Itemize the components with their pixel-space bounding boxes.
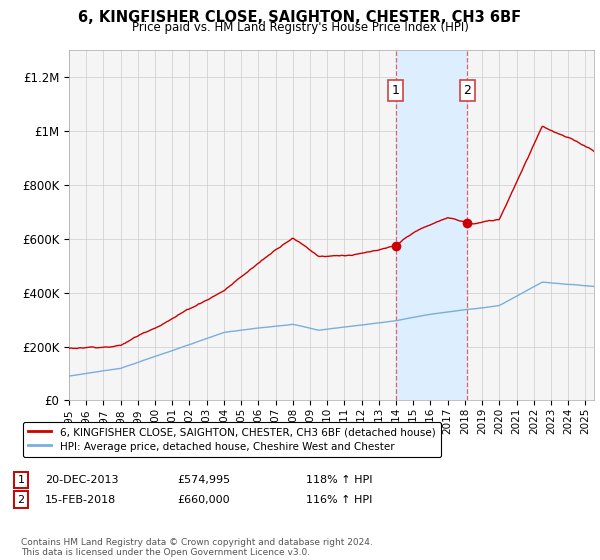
Legend: 6, KINGFISHER CLOSE, SAIGHTON, CHESTER, CH3 6BF (detached house), HPI: Average p: 6, KINGFISHER CLOSE, SAIGHTON, CHESTER, …: [23, 422, 440, 457]
Text: Price paid vs. HM Land Registry's House Price Index (HPI): Price paid vs. HM Land Registry's House …: [131, 21, 469, 34]
Text: 1: 1: [17, 475, 25, 485]
Text: 20-DEC-2013: 20-DEC-2013: [45, 475, 119, 485]
Text: 6, KINGFISHER CLOSE, SAIGHTON, CHESTER, CH3 6BF: 6, KINGFISHER CLOSE, SAIGHTON, CHESTER, …: [79, 10, 521, 25]
Text: 116% ↑ HPI: 116% ↑ HPI: [306, 494, 373, 505]
Text: £574,995: £574,995: [177, 475, 230, 485]
Text: 1: 1: [392, 84, 400, 97]
Text: 118% ↑ HPI: 118% ↑ HPI: [306, 475, 373, 485]
Text: Contains HM Land Registry data © Crown copyright and database right 2024.
This d: Contains HM Land Registry data © Crown c…: [21, 538, 373, 557]
Text: 2: 2: [463, 84, 472, 97]
Text: £660,000: £660,000: [177, 494, 230, 505]
Text: 2: 2: [17, 494, 25, 505]
Text: 15-FEB-2018: 15-FEB-2018: [45, 494, 116, 505]
Bar: [395, 50, 467, 400]
